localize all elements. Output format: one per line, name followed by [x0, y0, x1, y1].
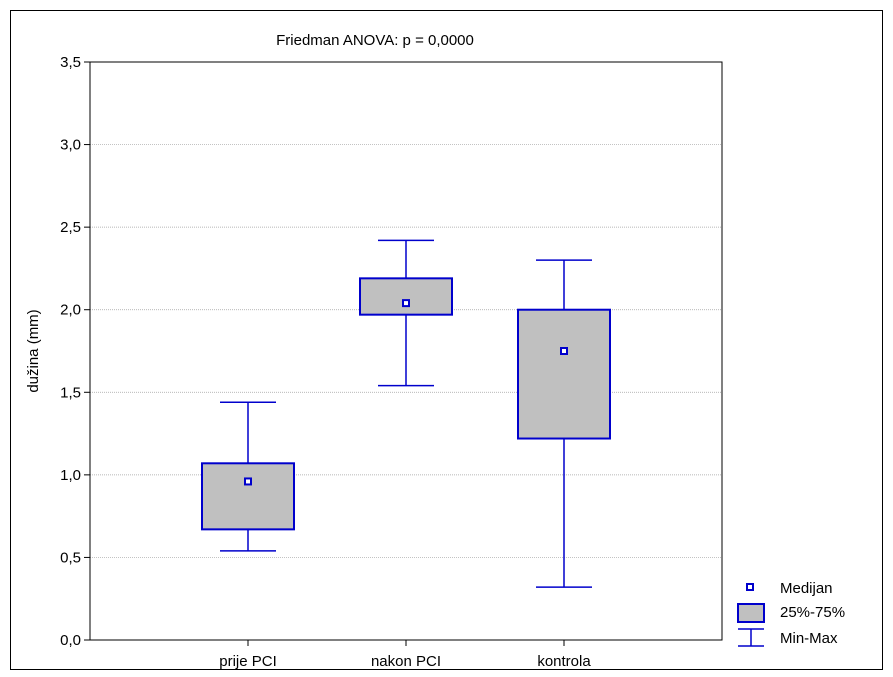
quartile-box — [201, 462, 295, 531]
median-marker — [560, 347, 568, 355]
x-tick-label: kontrola — [537, 653, 591, 670]
y-tick-label: 2,0 — [60, 302, 81, 319]
y-axis-ticks: 0,0 0,5 1,0 1,5 2,0 2,5 3,0 3,5 — [60, 54, 90, 649]
quartile-box — [359, 277, 453, 316]
x-axis-ticks: prije PCI nakon PCI kontrola — [219, 640, 591, 670]
median-marker — [244, 477, 252, 486]
box-2 — [359, 239, 453, 387]
y-tick-label: 3,0 — [60, 137, 81, 154]
legend-median-marker — [746, 583, 754, 591]
y-tick-label: 1,0 — [60, 467, 81, 484]
legend-box-swatch — [737, 603, 765, 623]
y-tick-label: 1,5 — [60, 384, 81, 401]
boxes-group — [201, 239, 611, 588]
y-tick-label: 0,5 — [60, 549, 81, 566]
chart-frame — [10, 10, 883, 670]
legend-median-label: Medijan — [780, 580, 833, 597]
x-tick-label: nakon PCI — [371, 653, 441, 670]
chart-title: Friedman ANOVA: p = 0,0000 — [276, 32, 474, 49]
y-axis-label: dužina (mm) — [25, 309, 42, 392]
legend: Medijan 25%-75% Min-Max — [737, 580, 845, 647]
box-3 — [517, 259, 611, 588]
y-tick-label: 2,5 — [60, 219, 81, 236]
legend-quartile-label: 25%-75% — [780, 604, 845, 621]
legend-whisker-symbol — [738, 628, 764, 647]
median-marker — [402, 299, 410, 308]
legend-minmax-label: Min-Max — [780, 630, 838, 647]
y-tick-label: 0,0 — [60, 632, 81, 649]
box-1 — [201, 401, 295, 552]
y-tick-label: 3,5 — [60, 54, 81, 71]
quartile-box — [517, 308, 611, 440]
x-tick-label: prije PCI — [219, 653, 277, 670]
